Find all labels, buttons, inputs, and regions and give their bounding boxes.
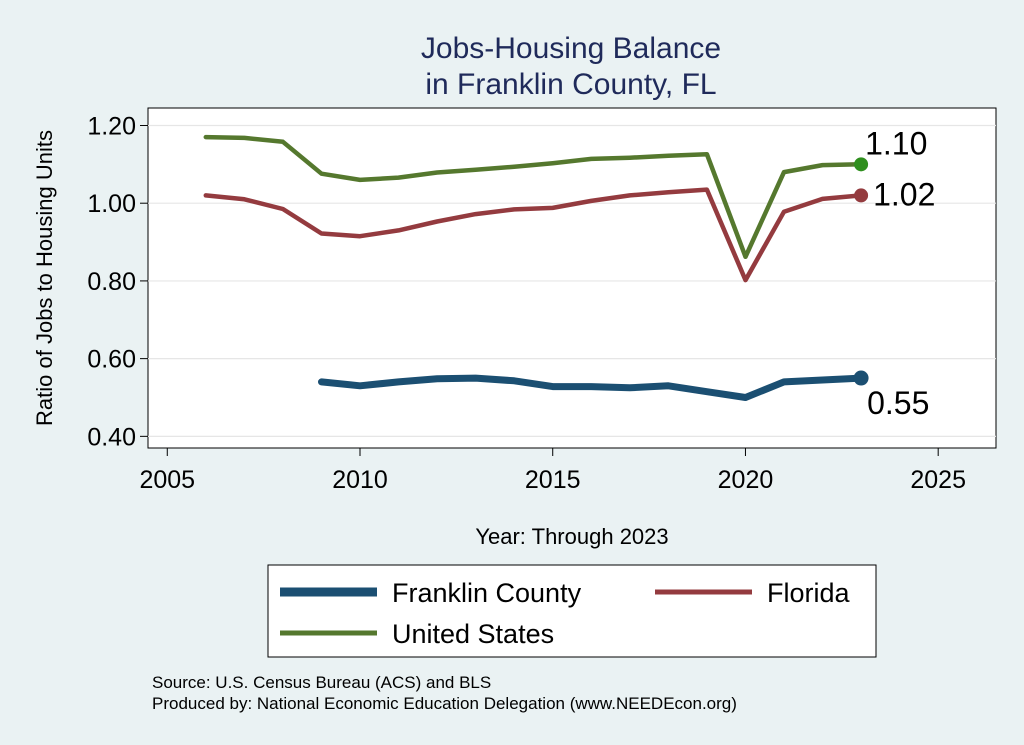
x-tick-label: 2005 (139, 466, 195, 494)
y-axis: 0.40 0.60 0.80 1.00 1.20 (87, 112, 148, 451)
legend: Franklin County Florida United States (267, 564, 877, 658)
series-line-florida (203, 187, 864, 283)
legend-items: Franklin County Florida United States (280, 578, 851, 649)
series-line-united-states (203, 134, 864, 260)
x-tick-label: 2010 (332, 466, 388, 494)
source-note: Source: U.S. Census Bureau (ACS) and BLS (152, 673, 491, 692)
y-axis-title: Ratio of Jobs to Housing Units (32, 130, 57, 426)
end-value-label-florida: 1.02 (873, 176, 935, 212)
series-layer (203, 134, 869, 401)
y-tick-label: 0.40 (87, 423, 136, 451)
end-value-label-franklin-county: 0.55 (867, 385, 929, 421)
y-tick-label: 0.60 (87, 346, 136, 374)
legend-label-franklin-county: Franklin County (392, 578, 582, 608)
series-end-point-franklin-county (853, 370, 869, 386)
legend-label-florida: Florida (767, 578, 851, 608)
x-axis-title: Year: Through 2023 (475, 524, 668, 549)
x-axis: 2005 2010 2015 2020 2025 (139, 448, 966, 494)
y-tick-label: 1.00 (87, 190, 136, 218)
y-tick-label: 1.20 (87, 112, 136, 140)
series-end-point-florida (854, 188, 869, 203)
produced-by-note: Produced by: National Economic Education… (152, 694, 737, 713)
chart-title-line-2: in Franklin County, FL (425, 68, 716, 101)
chart-title-line-1: Jobs-Housing Balance (421, 32, 721, 65)
end-labels-layer: 0.55 1.02 1.10 (865, 125, 935, 421)
x-tick-label: 2025 (910, 466, 966, 494)
gridlines (148, 124, 996, 437)
y-tick-label: 0.80 (87, 268, 136, 296)
series-end-point-united-states (854, 157, 869, 172)
series-line-franklin-county (318, 374, 865, 401)
end-value-label-united-states: 1.10 (865, 125, 927, 161)
x-tick-label: 2015 (525, 466, 581, 494)
legend-label-united-states: United States (392, 619, 554, 649)
x-tick-label: 2020 (718, 466, 774, 494)
legend-box (267, 564, 877, 658)
